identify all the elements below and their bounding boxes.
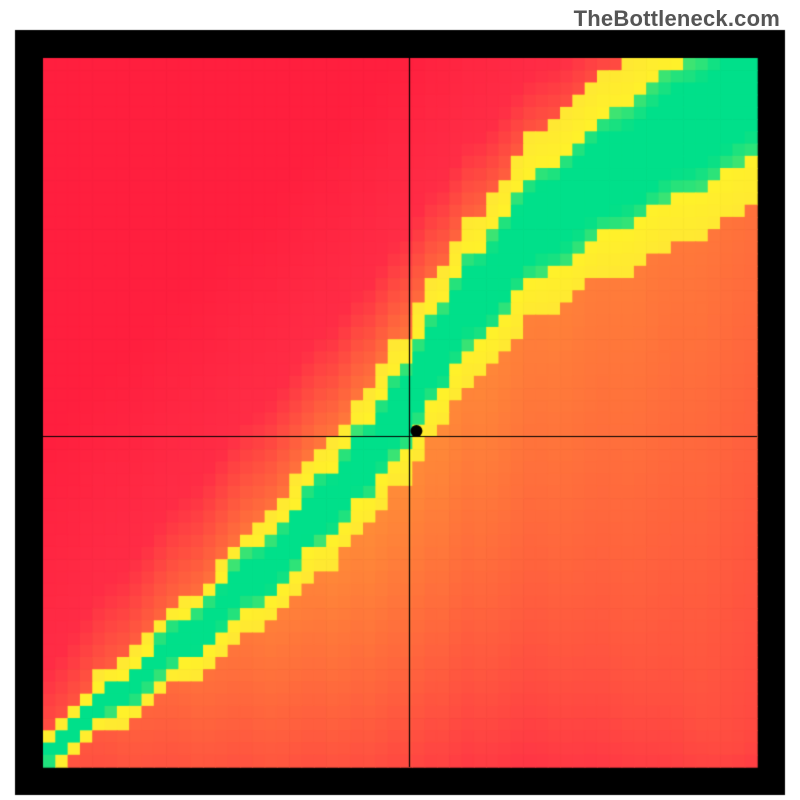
bottleneck-heatmap-canvas (0, 0, 800, 800)
watermark-text: TheBottleneck.com (574, 6, 780, 32)
